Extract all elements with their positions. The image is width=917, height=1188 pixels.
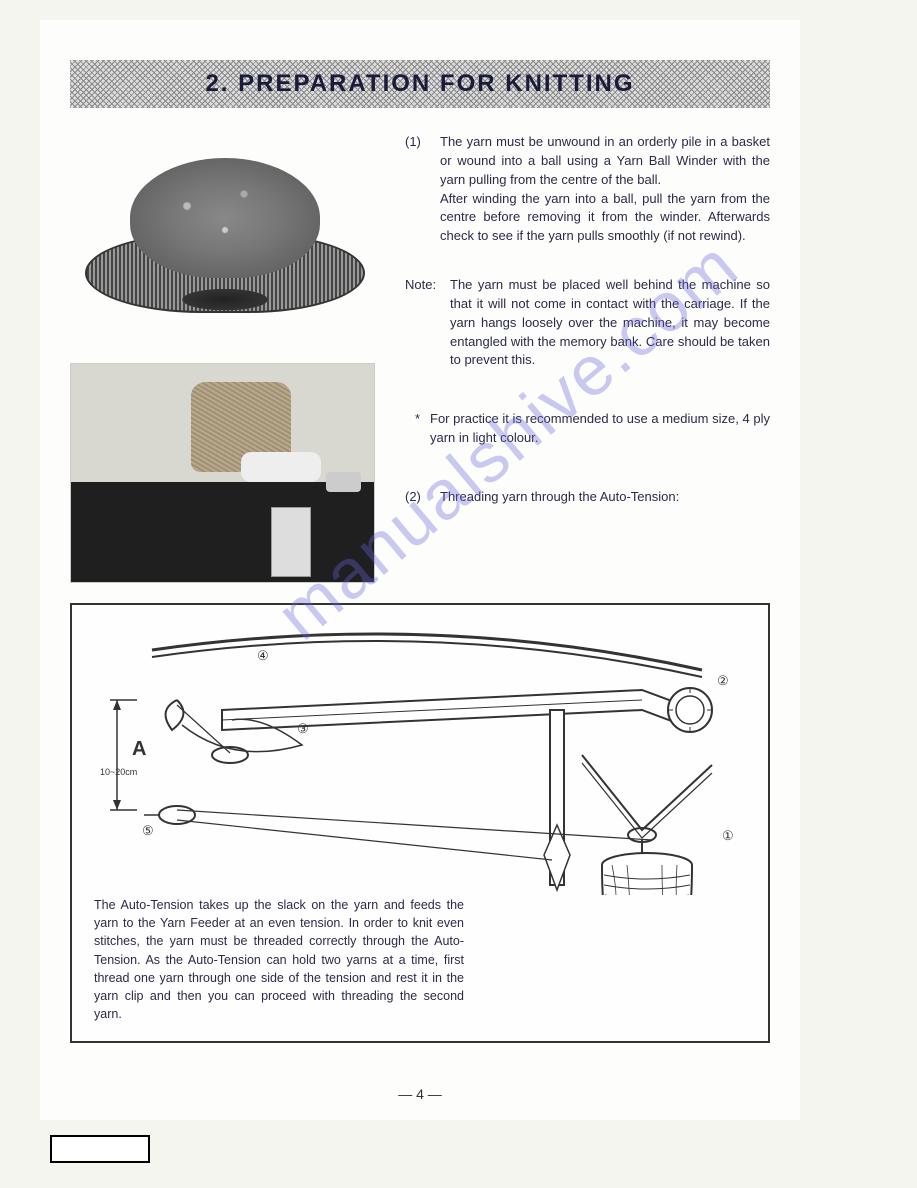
label-1: ①: [722, 828, 734, 843]
diagram-svg: A 10~20cm ② ③: [82, 615, 762, 895]
note-block: Note: The yarn must be placed well behin…: [405, 276, 770, 370]
section-header: 2. PREPARATION FOR KNITTING: [70, 60, 770, 108]
item-1-para1: The yarn must be unwound in an orderly p…: [440, 134, 770, 187]
yarn-cone-icon: [602, 840, 692, 895]
item-2: (2) Threading yarn through the Auto-Tens…: [405, 488, 770, 507]
label-range: 10~20cm: [100, 767, 137, 777]
item-1-marker: (1): [405, 133, 440, 246]
label-4: ④: [257, 648, 269, 663]
auto-tension-diagram: A 10~20cm ② ③: [70, 603, 770, 1043]
item-2-marker: (2): [405, 488, 440, 507]
yarn-basket-image: [80, 143, 370, 333]
right-column: (1) The yarn must be unwound in an order…: [405, 133, 770, 583]
note-text: The yarn must be placed well behind the …: [450, 276, 770, 370]
star-text: For practice it is recommended to use a …: [430, 410, 770, 448]
star-marker: *: [405, 410, 430, 448]
item-1-body: The yarn must be unwound in an orderly p…: [440, 133, 770, 246]
upper-content: (1) The yarn must be unwound in an order…: [70, 133, 770, 583]
corner-box: [50, 1135, 150, 1163]
label-5: ⑤: [142, 823, 154, 838]
page-number: — 4 —: [40, 1086, 800, 1102]
section-title: 2. PREPARATION FOR KNITTING: [197, 70, 642, 98]
page: 2. PREPARATION FOR KNITTING (1): [40, 20, 800, 1120]
yarn-winder-image: [70, 363, 375, 583]
diagram-caption: The Auto-Tension takes up the slack on t…: [94, 896, 464, 1023]
note-label: Note:: [405, 276, 450, 370]
item-1-para2: After winding the yarn into a ball, pull…: [440, 191, 770, 244]
item-2-text: Threading yarn through the Auto-Tension:: [440, 488, 770, 507]
left-column: [70, 133, 380, 583]
label-2: ②: [717, 673, 729, 688]
item-1: (1) The yarn must be unwound in an order…: [405, 133, 770, 246]
label-3: ③: [297, 721, 309, 736]
label-A: A: [132, 738, 146, 760]
star-block: * For practice it is recommended to use …: [405, 410, 770, 448]
